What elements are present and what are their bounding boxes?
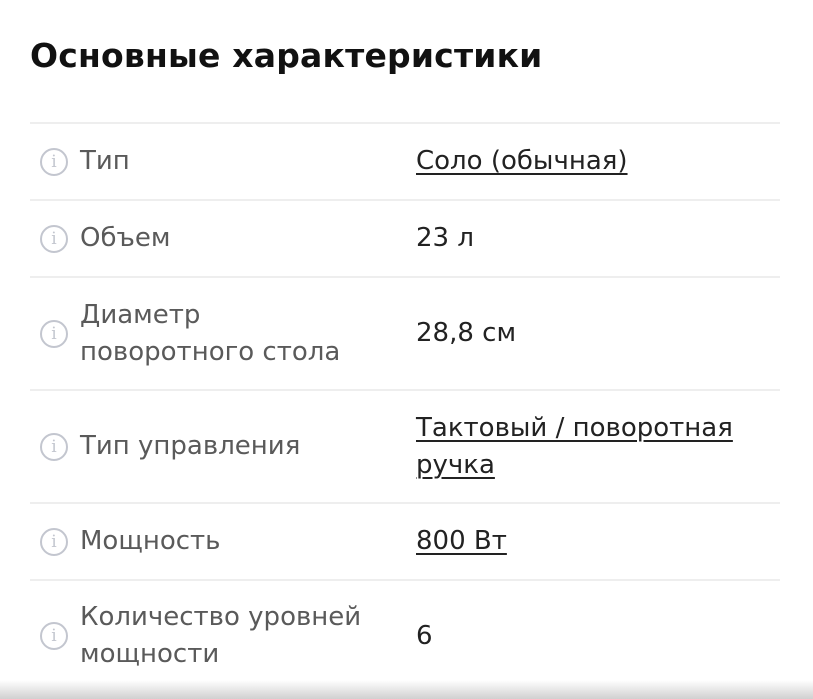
- spec-label: Диаметр поворотного стола: [80, 299, 341, 367]
- spec-label-cell: i Тип: [30, 143, 416, 180]
- spec-label: Объем: [80, 223, 171, 253]
- spec-label-cell: i Объем: [30, 220, 416, 257]
- info-icon[interactable]: i: [40, 319, 68, 348]
- spec-label-cell: i Диаметр поворотного стола: [30, 297, 416, 371]
- info-icon[interactable]: i: [40, 622, 68, 650]
- spec-row: i Объем 23 л: [30, 201, 780, 278]
- info-icon[interactable]: i: [40, 432, 68, 461]
- spec-row: i Мощность 800 Вт: [30, 504, 780, 581]
- spec-row: i Тип Соло (обычная): [30, 124, 780, 201]
- info-icon[interactable]: i: [40, 147, 68, 176]
- info-icon[interactable]: i: [40, 527, 68, 556]
- spec-value: 6: [416, 620, 433, 651]
- spec-value[interactable]: 800 Вт: [416, 526, 507, 556]
- bottom-shadow: [0, 680, 813, 699]
- spec-row: i Тип управления Тактовый / поворотная р…: [30, 391, 780, 504]
- spec-row: i Диаметр поворотного стола 28,8 см: [30, 278, 780, 391]
- spec-label-cell: i Тип управления: [30, 428, 416, 465]
- spec-label-cell: i Мощность: [30, 523, 416, 560]
- section-title: Основные характеристики: [30, 36, 543, 75]
- spec-label: Тип: [80, 146, 130, 176]
- spec-label: Мощность: [80, 526, 221, 556]
- specs-table: i Тип Соло (обычная) i Объем 23 л i Диам…: [30, 122, 780, 693]
- info-icon[interactable]: i: [40, 224, 68, 253]
- spec-label-cell: i Количество уровней мощности: [30, 599, 416, 673]
- spec-label: Тип управления: [80, 431, 301, 461]
- spec-label: Количество уровней мощности: [80, 602, 362, 669]
- spec-row: i Количество уровней мощности 6: [30, 581, 780, 693]
- spec-value: 28,8 см: [416, 318, 517, 348]
- spec-value[interactable]: Тактовый / поворотная ручка: [416, 412, 733, 480]
- spec-value[interactable]: Соло (обычная): [416, 146, 628, 176]
- spec-value: 23 л: [416, 223, 474, 253]
